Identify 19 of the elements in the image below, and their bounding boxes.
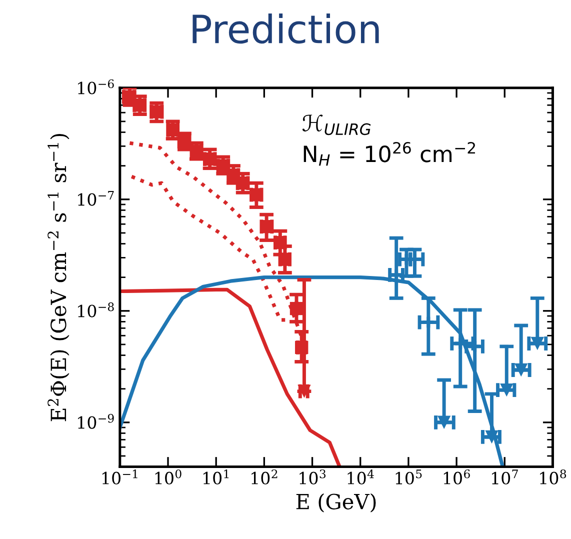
x-tick-label: 10$^{−1}$ (102, 469, 138, 484)
x-tick-label: 10$^{1}$ (203, 469, 229, 484)
chart-title: Prediction (192, 14, 379, 44)
x-tick-label: 10$^{7}$ (492, 470, 518, 484)
x-tick-label: 10$^{0}$ (155, 469, 182, 484)
y-tick-label: 10$^{−6}$ (78, 79, 114, 94)
x-tick-label: 10$^{8}$ (540, 469, 566, 484)
y-tick-label: 10$^{−8}$ (78, 302, 114, 318)
x-tick-label: 10$^{3}$ (300, 469, 326, 484)
x-axis-title: E (GeV) (296, 493, 376, 512)
x-tick-label: 10$^{2}$ (252, 469, 278, 484)
text: E$^{2}$Φ(E) (GeV cm$^{−2}$ s$^{−1}$ sr$^{−1}$) (48, 134, 70, 422)
x-tick-label: 10$^{6}$ (444, 469, 470, 484)
y-tick-label: 10$^{−9}$ (78, 414, 114, 429)
x-tick-label: 10$^{5}$ (396, 470, 422, 484)
x-tick-label: 10$^{4}$ (348, 469, 374, 484)
y-tick-label: 10$^{−7}$ (78, 191, 114, 206)
annotation: ℋ$_{ULIRG}$ (302, 114, 371, 136)
annotation: N$_{H}$ = 10$^{26}$ cm$^{−2}$ (304, 142, 475, 166)
